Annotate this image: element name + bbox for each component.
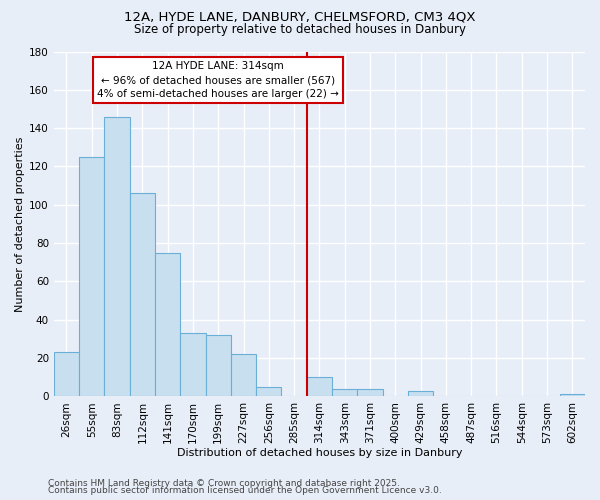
Bar: [408, 390, 433, 396]
Bar: [332, 388, 358, 396]
Bar: [231, 354, 256, 397]
Text: 12A HYDE LANE: 314sqm
← 96% of detached houses are smaller (567)
4% of semi-deta: 12A HYDE LANE: 314sqm ← 96% of detached …: [97, 61, 339, 99]
Bar: [307, 377, 332, 396]
Text: Contains HM Land Registry data © Crown copyright and database right 2025.: Contains HM Land Registry data © Crown c…: [48, 478, 400, 488]
Text: Size of property relative to detached houses in Danbury: Size of property relative to detached ho…: [134, 22, 466, 36]
Bar: [560, 394, 585, 396]
Bar: [206, 335, 231, 396]
Bar: [104, 116, 130, 396]
Bar: [130, 194, 155, 396]
Bar: [155, 252, 180, 396]
X-axis label: Distribution of detached houses by size in Danbury: Distribution of detached houses by size …: [176, 448, 462, 458]
Bar: [180, 333, 206, 396]
Bar: [79, 157, 104, 396]
Bar: [256, 387, 281, 396]
Text: 12A, HYDE LANE, DANBURY, CHELMSFORD, CM3 4QX: 12A, HYDE LANE, DANBURY, CHELMSFORD, CM3…: [124, 11, 476, 24]
Bar: [358, 388, 383, 396]
Bar: [54, 352, 79, 397]
Text: Contains public sector information licensed under the Open Government Licence v3: Contains public sector information licen…: [48, 486, 442, 495]
Y-axis label: Number of detached properties: Number of detached properties: [15, 136, 25, 312]
